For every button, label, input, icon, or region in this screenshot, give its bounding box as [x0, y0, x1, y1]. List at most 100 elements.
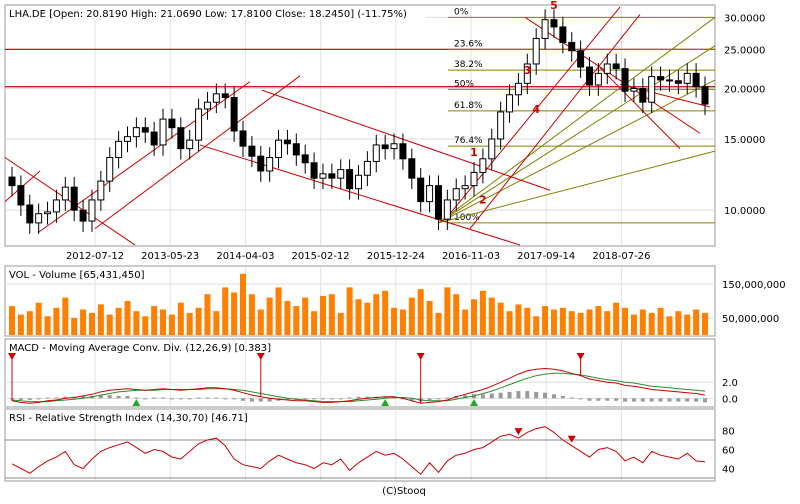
macd-histogram-bar [36, 398, 41, 400]
candle-up [603, 63, 611, 74]
volume-bar [435, 312, 442, 335]
rsi-sell-marker [567, 435, 576, 443]
volume-bar [35, 302, 42, 335]
trend-channel-line [94, 75, 301, 230]
volume-bar [648, 312, 655, 335]
macd-histogram-bar [107, 395, 112, 399]
macd-histogram-bar [649, 398, 654, 402]
volume-bar [550, 309, 557, 335]
volume-bar [248, 294, 255, 335]
candle-up [124, 136, 131, 142]
volume-bar [240, 273, 246, 335]
macd-histogram-bar [178, 398, 183, 400]
volume-bar [479, 290, 486, 335]
volume-bar [213, 311, 220, 335]
trend-channel-line [599, 67, 681, 149]
volume-bar [266, 297, 273, 335]
price-y-tick-label: 25.0000 [724, 45, 765, 56]
macd-histogram-bar [187, 398, 192, 400]
candle-up [195, 108, 203, 141]
wave-label: 2 [479, 193, 487, 206]
volume-bar [364, 302, 371, 335]
macd-y-tick-label: 2.0 [722, 378, 738, 389]
wave-label: 5 [550, 0, 558, 12]
fib-level-label: 76.4% [454, 136, 483, 146]
candle-down [310, 162, 318, 179]
macd-histogram-bar [169, 398, 174, 400]
candle-up [497, 111, 505, 140]
volume-bar [373, 294, 380, 335]
candle-down [657, 76, 665, 81]
volume-bar [115, 307, 122, 335]
candle-up [132, 127, 140, 138]
macd-panel-title: MACD - Moving Average Conv. Div. (12,26,… [9, 343, 271, 354]
price-y-ticks: 10.0000 15.0000 20.0000 25.0000 30.0000 [724, 13, 765, 217]
macd-y-tick-label: 0.0 [722, 394, 738, 405]
candle-down [8, 176, 16, 187]
volume-bar [160, 309, 167, 335]
rsi-signals [514, 428, 576, 443]
footer-copyright: (C)Stooq [382, 486, 426, 497]
macd-histogram-bar [152, 397, 157, 399]
candle-up [115, 140, 123, 158]
candle-up [683, 72, 691, 84]
candle-down [701, 86, 709, 105]
candle-down [168, 118, 176, 129]
volume-bar [542, 306, 549, 335]
volume-bar [408, 297, 415, 335]
macd-histogram-bar [45, 397, 50, 399]
volume-bar [399, 309, 406, 335]
candle-up [44, 211, 52, 215]
macd-panel: 0.02.0 MACD - Moving Average Conv. Div. … [4, 338, 738, 408]
volume-bar [462, 309, 469, 335]
volume-bar [471, 299, 477, 335]
wave-labels: 1 2 3 4 5 [470, 0, 558, 206]
candle-down [79, 209, 87, 222]
volume-bar [231, 292, 238, 335]
macd-histogram-bar [463, 395, 468, 399]
volume-bar [284, 301, 291, 335]
volume-bar [26, 311, 33, 335]
volume-bar [453, 294, 460, 335]
macd-buy-marker [470, 399, 478, 406]
price-panel: 0% 23.6% 38.2% 50% 61.8% 76.4% 100% 1 2 3 4 5 10.0… [4, 0, 765, 262]
macd-histogram-bar [676, 398, 681, 402]
macd-histogram-bar [383, 396, 388, 399]
price-y-tick-label: 15.0000 [724, 135, 765, 146]
candle-up [355, 174, 362, 190]
candle-up [506, 94, 514, 113]
candle-up [523, 63, 531, 84]
macd-signals [8, 353, 585, 406]
macd-histogram-bar [241, 398, 245, 401]
macd-y-ticks: 0.02.0 [722, 378, 738, 405]
rsi-panel-frame [4, 408, 716, 482]
candle-down [248, 145, 256, 157]
candle-up [372, 144, 380, 162]
macd-histogram-bar [392, 397, 397, 399]
macd-sell-marker [576, 353, 585, 360]
rsi-panel: 40 60 80 RSI - Relative Strength Index (14… [4, 408, 735, 482]
macd-lines [11, 367, 706, 404]
candle-down [230, 97, 238, 132]
wave-label: 1 [470, 146, 478, 159]
volume-bar [675, 311, 682, 335]
volume-bar [515, 304, 522, 335]
macd-histogram-bar [400, 398, 405, 400]
fib-level-label: 23.6% [454, 39, 483, 49]
candle-down [417, 177, 425, 203]
candle-up [532, 37, 540, 65]
macd-histogram-bar [614, 398, 619, 401]
x-tick-label: 2016-11-03 [442, 251, 500, 262]
volume-bar [577, 312, 584, 335]
macd-histogram-bar [214, 397, 219, 399]
macd-histogram-bar [232, 398, 237, 400]
macd-histogram-bar [578, 398, 583, 400]
candle-up [319, 173, 327, 179]
volume-bar [17, 314, 24, 335]
candle-up [479, 158, 487, 173]
macd-histogram-bar [605, 398, 610, 401]
rsi-panel-title: RSI - Relative Strength Index (14,30,70)… [9, 413, 248, 424]
volume-bar [586, 309, 593, 335]
volume-bar [702, 312, 708, 335]
volume-bar [595, 306, 602, 335]
